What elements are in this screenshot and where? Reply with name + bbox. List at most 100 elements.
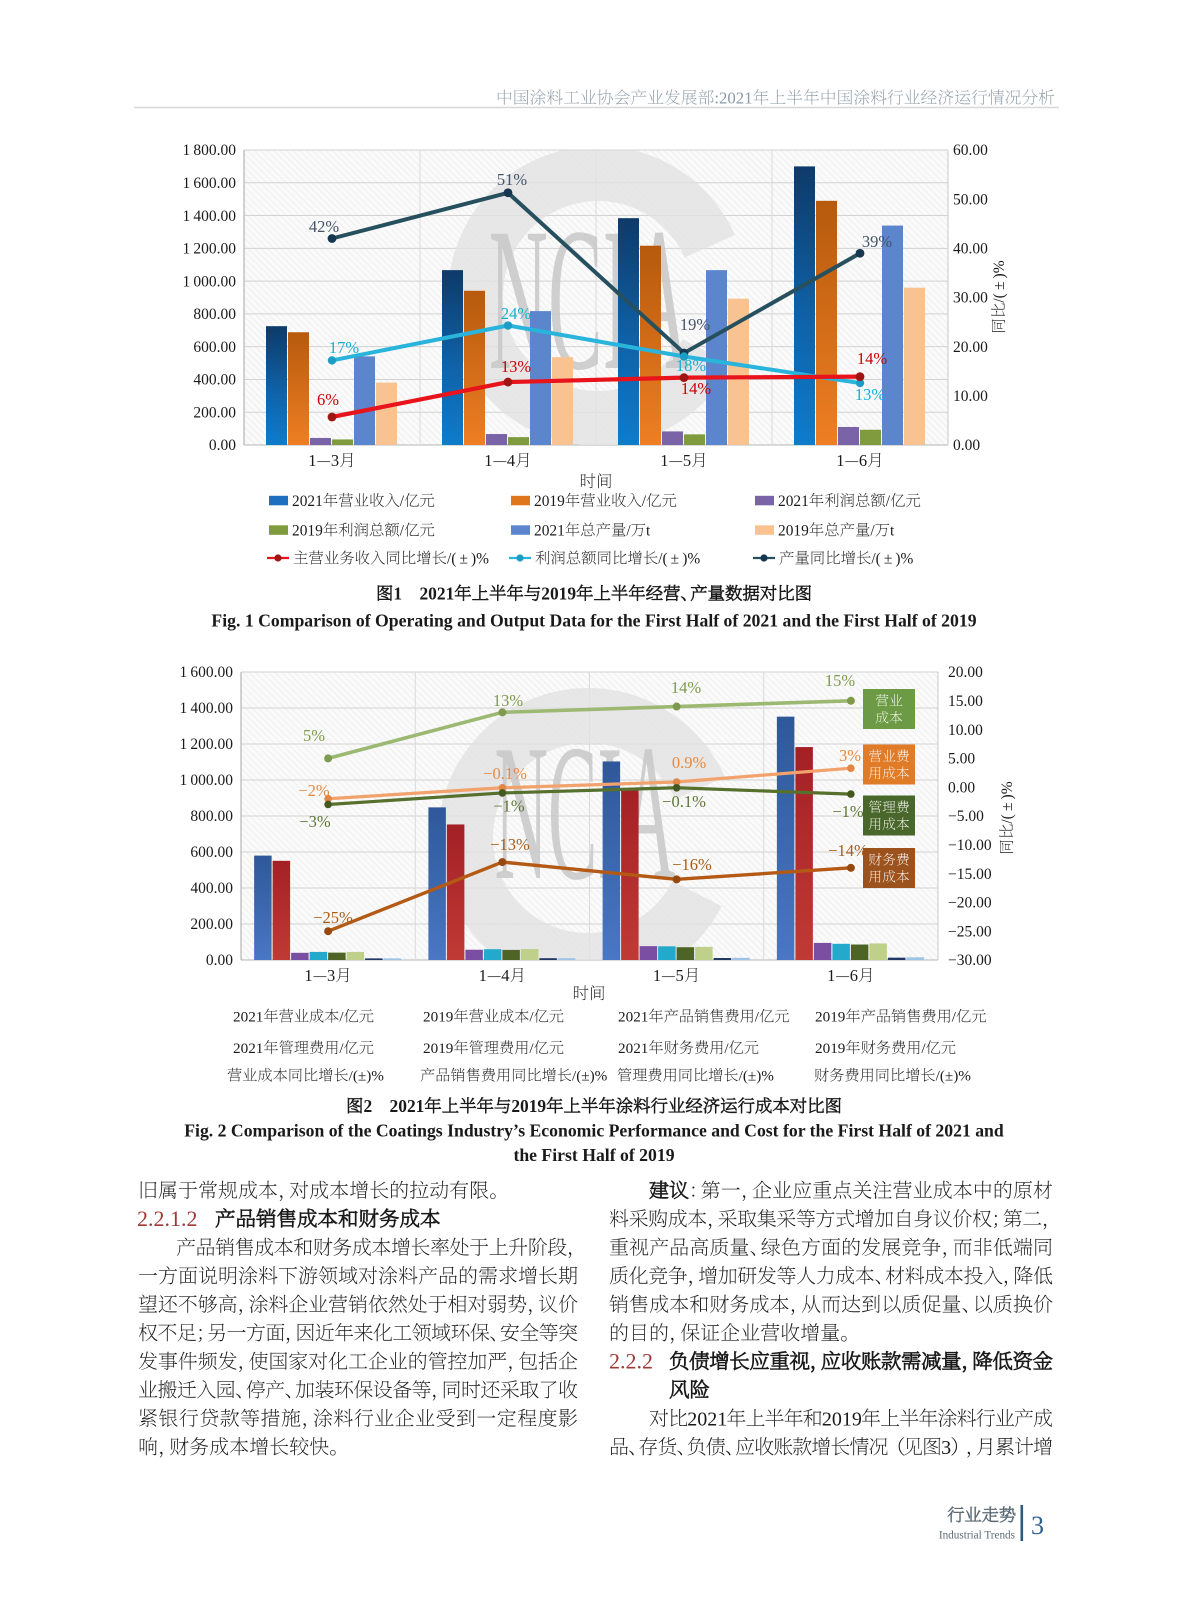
svg-text:0.00: 0.00 [953, 437, 980, 454]
svg-text:−0.1%: −0.1% [662, 792, 706, 811]
svg-text:5: 5 [676, 966, 684, 985]
svg-text:−14%: −14% [828, 841, 868, 860]
svg-text::2021: :2021 [714, 89, 752, 108]
svg-text:−5.00: −5.00 [948, 808, 984, 825]
svg-text:/: / [755, 1009, 760, 1026]
svg-text:600.00: 600.00 [193, 339, 236, 356]
svg-text:14%: 14% [857, 349, 888, 368]
svg-text:2021: 2021 [390, 1096, 425, 1116]
svg-text:1: 1 [827, 966, 835, 985]
svg-text:14%: 14% [681, 379, 712, 398]
svg-text:2021: 2021 [618, 1009, 648, 1026]
svg-text:2019: 2019 [423, 1040, 453, 1057]
svg-text:Industrial Trends: Industrial Trends [939, 1530, 1015, 1542]
svg-text:/: / [400, 522, 405, 539]
svg-text:−3%: −3% [299, 812, 331, 831]
svg-text:800.00: 800.00 [193, 306, 236, 323]
svg-text:0.00: 0.00 [948, 779, 975, 796]
svg-text:5.00: 5.00 [948, 751, 975, 768]
svg-text:1 800.00: 1 800.00 [183, 142, 237, 159]
svg-text:/(±)%: /(±)% [936, 1068, 972, 1085]
svg-text:2021: 2021 [419, 584, 454, 604]
svg-text:6%: 6% [317, 390, 339, 409]
svg-text:1: 1 [304, 966, 312, 985]
svg-text:2.2.2: 2.2.2 [609, 1348, 653, 1373]
svg-text:2021: 2021 [233, 1009, 263, 1026]
svg-text:−25%: −25% [313, 908, 353, 927]
svg-text:−10.00: −10.00 [948, 837, 992, 854]
svg-text:−1%: −1% [493, 797, 525, 816]
svg-text:1: 1 [660, 451, 668, 470]
svg-text:−1%: −1% [832, 802, 864, 821]
svg-text:1: 1 [308, 451, 316, 470]
svg-text:200.00: 200.00 [190, 916, 233, 933]
svg-text:20.00: 20.00 [953, 339, 988, 356]
svg-text:19%: 19% [680, 315, 711, 334]
svg-text:1 400.00: 1 400.00 [183, 208, 237, 225]
svg-text:10.00: 10.00 [948, 722, 983, 739]
svg-text:/: / [921, 1040, 926, 1057]
svg-text:39%: 39% [862, 232, 893, 251]
svg-text:5: 5 [683, 451, 691, 470]
svg-text:/: / [400, 493, 405, 510]
svg-text:/: / [339, 1040, 344, 1057]
svg-text:2021: 2021 [233, 1040, 263, 1057]
svg-text:the First Half of 2019: the First Half of 2019 [513, 1145, 674, 1165]
svg-text:800.00: 800.00 [190, 808, 233, 825]
svg-text:2019: 2019 [541, 584, 576, 604]
svg-text:1 200.00: 1 200.00 [180, 736, 234, 753]
svg-text:−20.00: −20.00 [948, 895, 992, 912]
svg-text:10.00: 10.00 [953, 388, 988, 405]
svg-text:2021: 2021 [534, 522, 565, 539]
svg-text:3: 3 [941, 1437, 951, 1459]
svg-text:1: 1 [484, 451, 492, 470]
svg-text:2019: 2019 [534, 493, 565, 510]
svg-text:2019: 2019 [815, 1040, 845, 1057]
svg-text:1 600.00: 1 600.00 [183, 175, 237, 192]
svg-text:1: 1 [653, 966, 661, 985]
svg-text:1: 1 [836, 451, 844, 470]
svg-text:2: 2 [363, 1096, 372, 1116]
svg-text:400.00: 400.00 [190, 880, 233, 897]
svg-text:−16%: −16% [672, 855, 712, 874]
svg-text:4: 4 [507, 451, 515, 470]
svg-text:NCIA: NCIA [494, 705, 675, 920]
svg-text:2019: 2019 [815, 1009, 845, 1026]
svg-text:15%: 15% [825, 671, 856, 690]
svg-text:2019: 2019 [292, 522, 323, 539]
svg-text:24%: 24% [501, 304, 532, 323]
svg-text:/: / [952, 1009, 957, 1026]
svg-text:30.00: 30.00 [953, 290, 988, 307]
svg-text:3: 3 [331, 451, 339, 470]
svg-text:1 600.00: 1 600.00 [180, 664, 234, 681]
svg-text:50.00: 50.00 [953, 191, 988, 208]
svg-text:/( ± )%: /( ± )% [991, 260, 1008, 302]
svg-text:2019: 2019 [778, 522, 809, 539]
svg-text:2021: 2021 [687, 1408, 727, 1430]
svg-text:2019: 2019 [511, 1096, 546, 1116]
svg-text:2021: 2021 [618, 1040, 648, 1057]
svg-text:20.00: 20.00 [948, 664, 983, 681]
svg-text:18%: 18% [676, 356, 707, 375]
svg-text:/: / [339, 1009, 344, 1026]
svg-text:−2%: −2% [298, 781, 330, 800]
svg-text:400.00: 400.00 [193, 372, 236, 389]
svg-text:1: 1 [393, 584, 402, 604]
svg-text:3: 3 [1031, 1511, 1044, 1540]
svg-text:/(±)%: /(±)% [739, 1068, 775, 1085]
svg-text:0.9%: 0.9% [672, 753, 707, 772]
svg-text:/: / [870, 522, 875, 539]
svg-text:0.00: 0.00 [206, 952, 233, 969]
svg-text:14%: 14% [671, 678, 702, 697]
svg-text:−15.00: −15.00 [948, 866, 992, 883]
svg-text:/( ± )%: /( ± )% [871, 550, 913, 567]
svg-text:42%: 42% [309, 217, 340, 236]
svg-text:15.00: 15.00 [948, 693, 983, 710]
svg-text:6: 6 [850, 966, 858, 985]
svg-text:2019: 2019 [423, 1009, 453, 1026]
svg-text:/(±)%: /(±)% [349, 1068, 385, 1085]
svg-text:t: t [646, 522, 651, 539]
svg-text:/: / [529, 1009, 534, 1026]
svg-text:1 400.00: 1 400.00 [180, 700, 234, 717]
svg-text:0.00: 0.00 [209, 437, 236, 454]
